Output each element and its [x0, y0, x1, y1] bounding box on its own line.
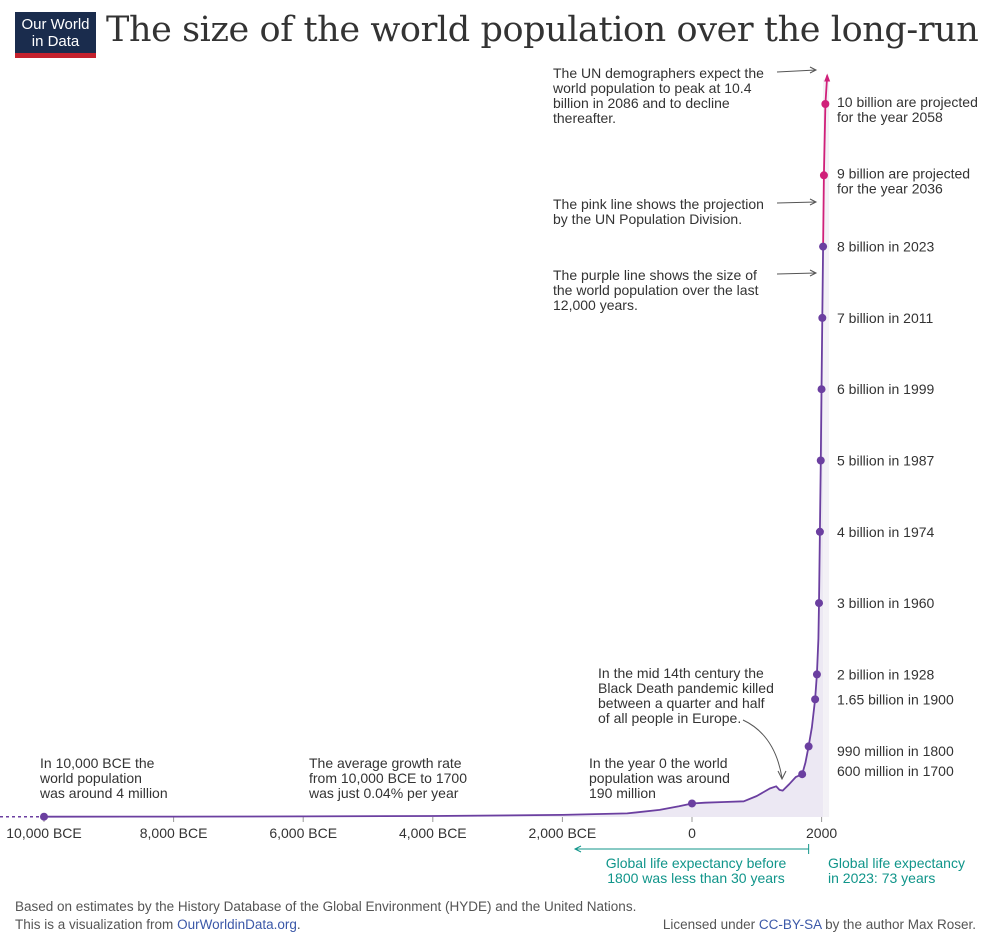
data-point-marker: [804, 742, 813, 751]
owid-link[interactable]: OurWorldinData.org: [177, 917, 297, 932]
footer-viz-prefix: This is a visualization from: [15, 917, 178, 932]
area-under-curve: [44, 246, 824, 818]
data-point-label: 9 billion are projected: [837, 165, 970, 181]
arrow-black-death-head: [777, 770, 787, 781]
arrow-purple-line-head: [809, 269, 818, 277]
data-point-label: 10 billion are projected: [837, 94, 978, 110]
annotation-growth-rate: The average growth rate: [309, 755, 462, 771]
logo-line-2: in Data: [31, 33, 80, 50]
x-tick-label: 6,000 BCE: [269, 825, 337, 841]
annotation-growth-rate: from 10,000 BCE to 1700: [309, 770, 467, 786]
data-point-marker: [688, 799, 696, 808]
data-point-label: for the year 2058: [837, 109, 943, 125]
arrow-black-death: [742, 719, 783, 779]
data-point-marker: [816, 456, 825, 465]
x-tick-label: 2000: [806, 825, 837, 841]
data-point-label: 8 billion in 2023: [837, 239, 935, 255]
x-tick-label: 8,000 BCE: [140, 825, 208, 841]
license-link[interactable]: CC-BY-SA: [758, 917, 822, 932]
footer-viz-suffix: .: [296, 917, 301, 932]
logo-line-1: Our World: [21, 16, 90, 33]
x-tick-label: 4,000 BCE: [399, 825, 467, 841]
data-point-marker: [819, 242, 828, 251]
data-point-label: 4 billion in 1974: [837, 524, 935, 540]
annotation-un-peak: The UN demographers expect the: [553, 65, 764, 81]
data-point-label: 3 billion in 1960: [837, 595, 935, 611]
data-point-label: for the year 2036: [837, 180, 943, 196]
data-point-label: 7 billion in 2011: [837, 310, 933, 326]
x-axis: 10,000 BCE 8,000 BCE 6,000 BCE 4,000 BCE 2,0…: [6, 817, 837, 841]
projection-backdrop: [823, 79, 830, 818]
annotation-black-death: between a quarter and half: [598, 695, 765, 711]
annotation-black-death: In the mid 14th century the: [598, 665, 764, 681]
annotation-purple-line: The purple line shows the size of: [553, 267, 757, 283]
arrow-pink-line-head: [809, 198, 818, 206]
logo-accent-bar: [15, 53, 96, 58]
data-point-marker: [40, 812, 48, 821]
page-title: The size of the world population over th…: [106, 10, 979, 50]
data-point-marker: [821, 100, 830, 108]
data-point-label: 600 million in 1700: [837, 763, 954, 779]
data-point-label: 6 billion in 1999: [837, 381, 935, 397]
data-point-marker: [819, 171, 828, 180]
series-layer: [0, 73, 831, 818]
x-tick-label: 0: [688, 825, 696, 841]
arrow-purple-line: [776, 272, 817, 275]
annotation-10000-bce: world population: [39, 770, 142, 786]
projection-arrow-head: [824, 73, 831, 82]
annotation-un-peak: billion in 2086 and to decline: [553, 95, 730, 111]
life-expectancy-now: in 2023: 73 years: [828, 870, 935, 886]
life-expectancy-bracket-arrow: [573, 845, 582, 853]
annotation-un-peak: world population to peak at 10.4: [552, 80, 752, 96]
annotation-black-death: Black Death pandemic killed: [598, 680, 774, 696]
data-point-marker: [818, 313, 827, 322]
annotation-un-peak: thereafter.: [553, 110, 616, 126]
annotation-purple-line: the world population over the last: [553, 282, 759, 298]
license-prefix: Licensed under: [662, 917, 759, 932]
life-expectancy-now: Global life expectancy: [828, 855, 965, 871]
series-line-projection: [822, 75, 829, 247]
annotation-purple-line: 12,000 years.: [553, 297, 638, 313]
annotation-year-0: In the year 0 the world: [589, 755, 728, 771]
annotation-10000-bce: In 10,000 BCE the: [40, 755, 155, 771]
arrow-pink-line: [776, 201, 817, 204]
owid-logo[interactable]: Our World in Data: [15, 12, 96, 58]
life-expectancy-before: 1800 was less than 30 years: [607, 870, 784, 886]
data-point-marker: [812, 670, 821, 679]
marker-layer: 600 million in 1700 990 million in 1800 1.…: [40, 94, 978, 821]
annotation-black-death: of all people in Europe.: [598, 710, 741, 726]
data-point-label: 990 million in 1800: [837, 743, 954, 759]
footer-license: Licensed under CC-BY-SA by the author Ma…: [663, 917, 976, 932]
data-point-marker: [817, 385, 826, 394]
annotation-year-0: population was around: [589, 770, 730, 786]
annotation-growth-rate: was just 0.04% per year: [308, 785, 459, 801]
arrow-un-peak: [776, 69, 817, 73]
data-point-marker: [798, 770, 807, 779]
annotation-pink-line: The pink line shows the projection: [553, 196, 764, 212]
annotation-pink-line: by the UN Population Division.: [553, 211, 742, 227]
data-point-label: 5 billion in 1987: [837, 453, 935, 469]
x-tick-label: 10,000 BCE: [6, 825, 82, 841]
license-suffix: by the author Max Roser.: [821, 917, 976, 932]
data-point-label: 2 billion in 1928: [837, 666, 935, 682]
x-tick-label: 2,000 BCE: [529, 825, 597, 841]
area-layer: [44, 79, 830, 818]
life-expectancy-before: Global life expectancy before: [606, 855, 787, 871]
data-point-label: 1.65 billion in 1900: [837, 691, 954, 707]
footer-source: Based on estimates by the History Databa…: [15, 899, 637, 914]
data-point-marker: [815, 527, 824, 536]
annotation-10000-bce: was around 4 million: [39, 785, 168, 801]
series-line-history: [43, 246, 824, 818]
data-point-marker: [815, 599, 824, 608]
data-point-marker: [811, 695, 820, 704]
annotation-year-0: 190 million: [589, 785, 656, 801]
arrow-un-peak-head: [809, 66, 818, 74]
footer-visualization: This is a visualization from OurWorldinD…: [15, 917, 301, 932]
